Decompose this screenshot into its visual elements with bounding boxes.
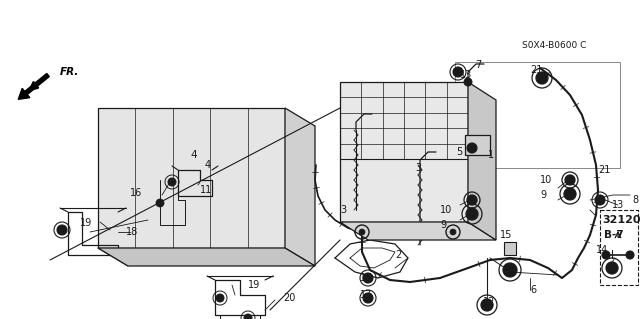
Circle shape bbox=[481, 299, 493, 311]
Text: 4: 4 bbox=[205, 160, 211, 170]
Text: 17: 17 bbox=[360, 290, 372, 300]
Circle shape bbox=[363, 273, 373, 283]
Text: 17: 17 bbox=[360, 273, 372, 283]
Circle shape bbox=[503, 263, 517, 277]
Text: 9: 9 bbox=[540, 190, 546, 200]
Circle shape bbox=[216, 294, 224, 302]
Polygon shape bbox=[98, 248, 315, 266]
Polygon shape bbox=[340, 222, 496, 240]
Text: 3: 3 bbox=[340, 205, 346, 215]
Text: 20: 20 bbox=[283, 293, 296, 303]
Text: 18: 18 bbox=[126, 227, 138, 237]
Text: 9: 9 bbox=[440, 220, 446, 230]
Text: 13: 13 bbox=[612, 200, 624, 210]
Circle shape bbox=[363, 293, 373, 303]
Text: 10: 10 bbox=[440, 205, 452, 215]
Circle shape bbox=[564, 188, 576, 200]
Text: 13: 13 bbox=[460, 70, 472, 80]
FancyArrow shape bbox=[19, 73, 49, 99]
Text: 10: 10 bbox=[540, 175, 552, 185]
Text: 14: 14 bbox=[596, 245, 608, 255]
Text: FR.: FR. bbox=[60, 67, 79, 77]
Text: 3: 3 bbox=[415, 163, 421, 173]
Circle shape bbox=[464, 78, 472, 86]
Text: 19: 19 bbox=[80, 218, 92, 228]
Text: 21: 21 bbox=[598, 165, 611, 175]
Circle shape bbox=[156, 199, 164, 207]
Text: 12: 12 bbox=[483, 297, 495, 307]
Circle shape bbox=[467, 143, 477, 153]
Circle shape bbox=[244, 314, 252, 319]
Text: S0X4-B0600 C: S0X4-B0600 C bbox=[522, 41, 586, 49]
Circle shape bbox=[450, 229, 456, 235]
Text: 4: 4 bbox=[190, 150, 196, 160]
Circle shape bbox=[466, 208, 478, 220]
Polygon shape bbox=[285, 108, 315, 266]
Text: 2: 2 bbox=[395, 250, 401, 260]
Text: 8: 8 bbox=[632, 195, 638, 205]
Text: 21: 21 bbox=[530, 65, 542, 75]
Polygon shape bbox=[465, 135, 490, 155]
Polygon shape bbox=[340, 82, 468, 222]
Circle shape bbox=[626, 251, 634, 259]
Circle shape bbox=[595, 195, 605, 205]
Polygon shape bbox=[468, 82, 496, 240]
Text: 6: 6 bbox=[530, 285, 536, 295]
Text: 19: 19 bbox=[248, 280, 260, 290]
Circle shape bbox=[359, 229, 365, 235]
Text: 1: 1 bbox=[488, 150, 494, 160]
Text: 32120: 32120 bbox=[602, 215, 640, 225]
Text: 15: 15 bbox=[500, 230, 513, 240]
Circle shape bbox=[168, 178, 176, 186]
Text: 5: 5 bbox=[456, 147, 462, 157]
Text: 11: 11 bbox=[200, 185, 212, 195]
Text: 7: 7 bbox=[475, 60, 481, 70]
Circle shape bbox=[467, 195, 477, 205]
Polygon shape bbox=[504, 242, 516, 255]
Text: 16: 16 bbox=[130, 188, 142, 198]
Circle shape bbox=[565, 175, 575, 185]
Circle shape bbox=[57, 225, 67, 235]
Circle shape bbox=[453, 67, 463, 77]
Circle shape bbox=[602, 251, 610, 259]
Polygon shape bbox=[98, 108, 285, 248]
Text: B-7: B-7 bbox=[604, 230, 623, 240]
Circle shape bbox=[536, 72, 548, 84]
Circle shape bbox=[606, 262, 618, 274]
